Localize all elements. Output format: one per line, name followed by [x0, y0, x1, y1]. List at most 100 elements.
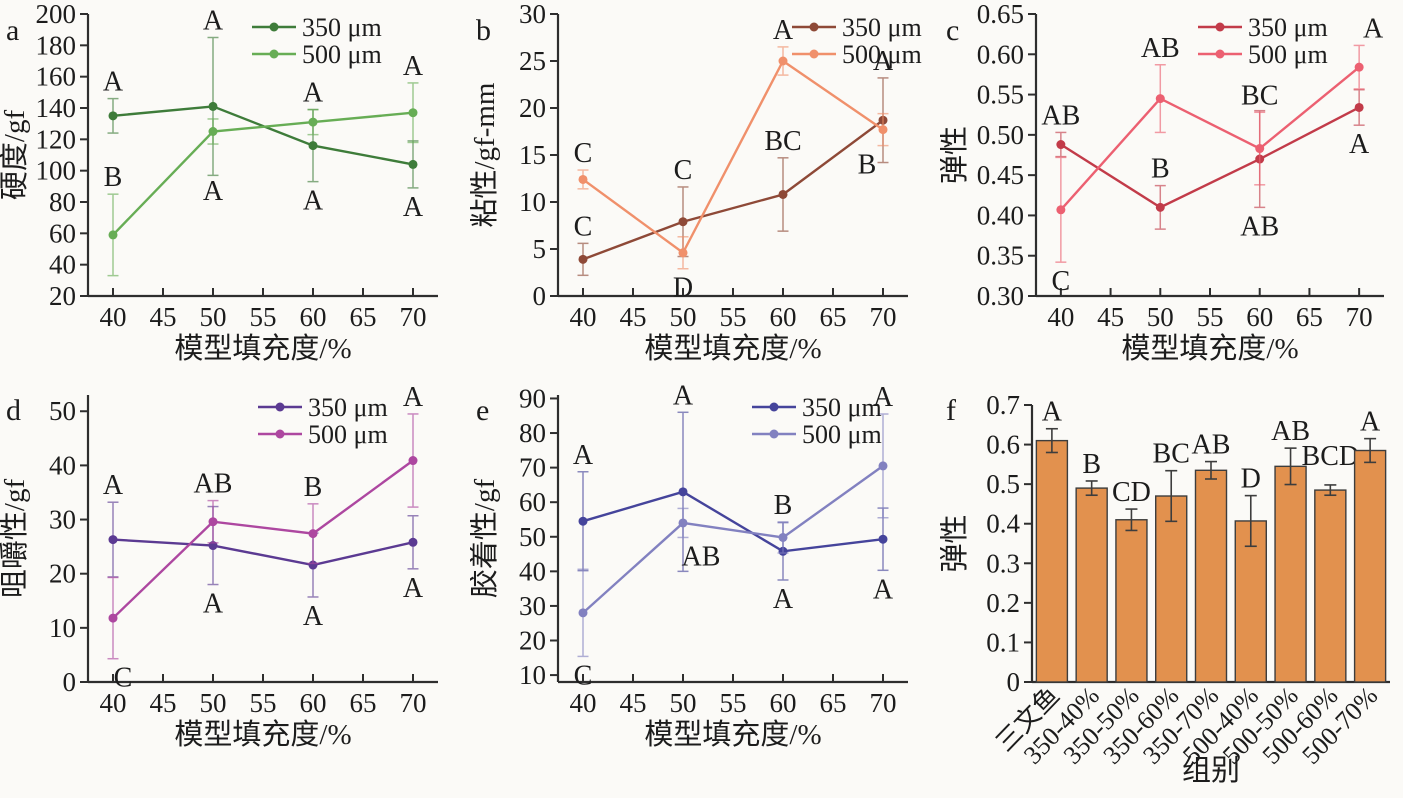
significance-letter: A — [1360, 407, 1381, 438]
significance-letter: A — [403, 51, 424, 82]
panel-label-a: a — [6, 14, 19, 47]
significance-letter: B — [774, 490, 793, 521]
bar-500-60% — [1314, 489, 1347, 683]
series-500μm: C AB B A — [574, 382, 894, 691]
significance-letter: A — [1349, 129, 1370, 160]
series-350μm: AB B AB A — [1041, 88, 1370, 242]
series-line — [582, 490, 884, 553]
significance-letter: CD — [1112, 477, 1151, 508]
y-tick-label: 30 — [519, 591, 546, 621]
significance-letter: A — [303, 601, 324, 632]
y-tick-label: 30 — [49, 505, 76, 535]
legend-label: 350 μm — [802, 393, 882, 422]
bar-350-60% — [1155, 495, 1188, 683]
panel-label-b: b — [476, 14, 491, 47]
series-350μm: A A A A — [103, 6, 424, 223]
significance-letter: A — [403, 573, 424, 604]
data-point — [878, 125, 888, 135]
data-point — [878, 461, 888, 471]
legend-marker-dot — [769, 429, 779, 439]
significance-letter: C — [574, 660, 593, 691]
legend-label: 500 μm — [1248, 40, 1328, 69]
x-axis-label-d: 模型填充度/% — [174, 718, 351, 751]
x-tick-label: 45 — [150, 302, 177, 332]
chart-b: b 0 5 10 15 20 25 30 40 45 50 55 60 65 70 粘性/gf-mm 模型填充度… — [470, 0, 922, 365]
x-axis-label-b: 模型填充度/% — [644, 332, 821, 365]
significance-letter: A — [773, 15, 794, 46]
x-tick-label: 45 — [150, 688, 177, 718]
data-point — [578, 254, 588, 264]
significance-letter: A — [203, 6, 224, 37]
data-point — [778, 532, 788, 542]
data-point — [308, 117, 318, 127]
x-tick-label: 55 — [250, 302, 277, 332]
series-line — [1059, 66, 1360, 211]
x-tick-label: 65 — [350, 688, 377, 718]
error-bar — [1284, 447, 1297, 486]
x-tick-label: 50 — [200, 688, 227, 718]
y-tick-label: 0.45 — [977, 160, 1024, 190]
data-point — [208, 127, 218, 136]
legend-marker-dot — [275, 402, 285, 412]
series-500μm: B A A A — [104, 51, 424, 277]
significance-letter: A — [873, 46, 894, 77]
y-tick-label: 50 — [49, 396, 76, 426]
legend-label: 500 μm — [802, 420, 882, 449]
series-line — [582, 59, 884, 255]
significance-letter: C — [574, 138, 593, 169]
chart-d: d 0 10 20 30 40 50 40 45 50 55 60 65 70 咀嚼性/gf 模型填充度/% A… — [0, 382, 438, 751]
panel-b-stickiness-chart: b 0 5 10 15 20 25 30 40 45 50 55 60 65 70 粘性/gf-mm 模型填充度… — [470, 0, 940, 380]
legend-marker-dot — [1215, 49, 1225, 59]
data-point — [1056, 205, 1066, 215]
bar-350-40% — [1075, 487, 1108, 683]
data-point — [308, 529, 318, 539]
significance-letter: A — [403, 192, 424, 223]
significance-letter: C — [574, 211, 593, 242]
axes-e: 10 20 30 40 50 60 70 80 90 40 45 50 55 60 65 70 — [519, 383, 908, 718]
y-tick-label: 0.30 — [977, 281, 1024, 311]
significance-letter: D — [673, 273, 693, 304]
y-tick-label: 0.60 — [977, 39, 1024, 69]
y-tick-label: 80 — [519, 418, 546, 448]
data-point — [778, 56, 788, 66]
x-tick-label: 50 — [670, 302, 697, 332]
bar-500-40% — [1234, 520, 1267, 683]
significance-letter: A — [303, 186, 324, 217]
significance-letter: A — [1042, 397, 1063, 428]
chart-c: c 0.30 0.35 0.40 0.45 0.50 0.55 0.60 0.65 40 45 50 5… — [940, 0, 1384, 365]
data-point — [678, 487, 688, 497]
data-point — [878, 534, 888, 544]
error-bar — [1205, 460, 1217, 480]
y-tick-label: 0 — [63, 667, 77, 697]
error-bar — [1165, 469, 1178, 523]
y-tick-label: 10 — [49, 613, 76, 643]
figure-row-bottom: d 0 10 20 30 40 50 40 45 50 55 60 65 70 咀嚼性/gf 模型填充度/% A… — [0, 380, 1403, 798]
significance-letter: AB — [1192, 430, 1231, 461]
bar-350-50% — [1115, 519, 1148, 683]
significance-letter: A — [873, 574, 894, 605]
y-tick-label: 160 — [36, 62, 77, 92]
x-tick-label: 50 — [200, 302, 227, 332]
y-tick-label: 25 — [519, 46, 546, 76]
series-line — [112, 111, 414, 236]
y-tick-label: 20 — [519, 93, 546, 123]
data-point — [1155, 202, 1165, 212]
panel-c-springiness-chart: c 0.30 0.35 0.40 0.45 0.50 0.55 0.60 0.65 40 45 50 5… — [940, 0, 1403, 380]
significance-letter: A — [303, 78, 324, 109]
error-bar — [1244, 494, 1257, 548]
significance-letter: B — [104, 162, 123, 193]
error-bar — [1085, 480, 1098, 497]
significance-letter: B — [1082, 449, 1101, 480]
x-tick-label: 40 — [100, 302, 127, 332]
x-tick-label: 65 — [350, 302, 377, 332]
significance-letter: B — [304, 472, 323, 503]
y-axis-label-a: 硬度/gf — [0, 110, 31, 201]
data-point — [108, 111, 118, 121]
x-tick-label: 65 — [820, 688, 847, 718]
